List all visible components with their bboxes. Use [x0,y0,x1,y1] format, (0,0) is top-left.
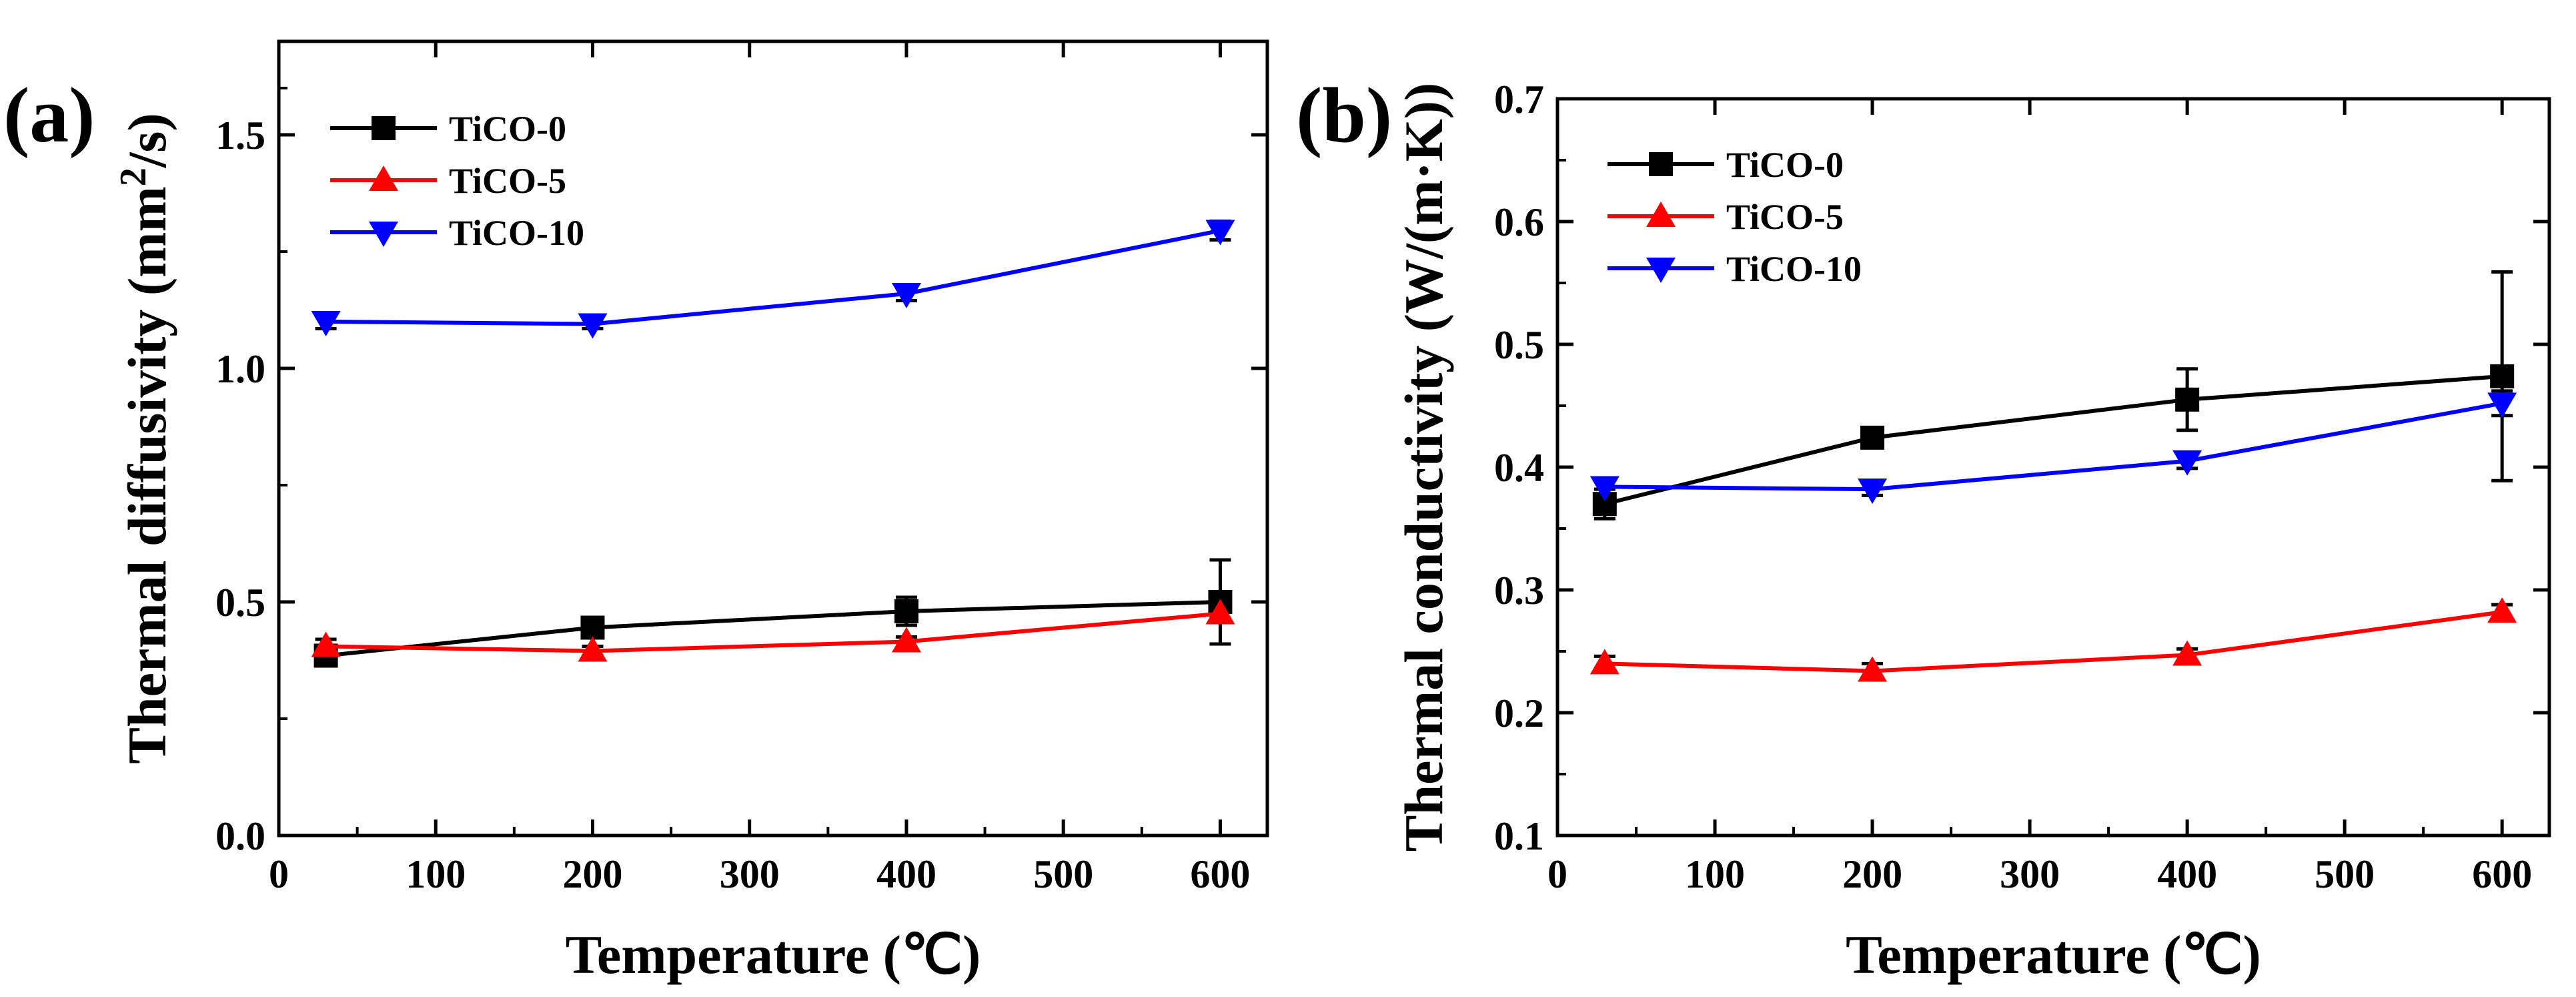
plot-frame [277,39,1269,838]
data-point [1589,476,1620,502]
legend: TiCO-0 TiCO-5 TiCO-10 [1607,145,1862,289]
legend-marker [1649,152,1673,176]
panel-a: 0 100 200 300 400 500 600 0.0 0.5 1.0 1.5 Temperatu… [3,39,1269,985]
data-point [1860,425,1885,450]
legend-label: TiCO-10 [449,213,584,253]
legend-marker [369,165,398,191]
x-tick-label: 400 [2157,852,2217,896]
y-tick-label: 0.1 [1494,814,1544,858]
x-tick-label: 600 [1190,852,1250,896]
data-point [2487,597,2517,623]
panel-b: 0 100 200 300 400 500 600 0.1 0.2 0.3 0.4 0.5 0.6 0.7… [1296,71,2551,985]
y-tick-label: 0.7 [1494,77,1544,121]
series-tico-5 [311,599,1235,662]
data-point [1589,649,1620,675]
legend: TiCO-0 TiCO-5 TiCO-10 [330,109,584,253]
series-tico-0 [313,558,1233,668]
plot-frame [1555,97,2551,838]
x-tick-label: 100 [1685,852,1745,896]
y-tick-label: 0.2 [1494,691,1544,735]
series-line [1604,610,2503,673]
x-axis-title: Temperature (℃) [566,924,981,985]
data-point [311,631,341,657]
data-point [1205,599,1235,625]
y-axis-title: Thermal conductivity (W/(m·K)) [1393,83,1454,852]
legend-marker [1646,202,1676,227]
data-point [891,627,921,653]
y-axis-title-sup: 2 [113,168,154,186]
legend-marker [1646,258,1676,283]
y-tick-label: 0.3 [1494,569,1544,613]
series-tico-0 [1592,270,2515,521]
y-tick-label: 0.5 [1494,323,1544,367]
data-point [311,311,341,336]
series-tico-5 [1589,597,2517,682]
y-tick-label: 1.0 [215,347,265,391]
data-point [578,636,608,662]
data-point [1858,478,1888,505]
x-tick-label: 200 [1842,852,1902,896]
data-point [1205,220,1235,246]
x-tick-label: 100 [406,852,466,896]
series-line [1604,401,2503,492]
x-tick-label: 300 [2000,852,2060,896]
x-tick-label: 200 [562,852,622,896]
data-point [2175,387,2200,412]
data-point [894,599,918,623]
x-axis-title: Temperature (℃) [1846,924,2261,985]
legend-label: TiCO-5 [1726,197,1844,237]
data-point [1858,656,1888,682]
panel-label: (a) [3,71,95,159]
y-tick-label: 1.5 [215,113,265,157]
legend-marker [372,116,396,140]
data-point [580,615,605,640]
y-axis-title-main: Thermal diffusivity (mm [117,186,177,763]
x-tick-label: 300 [720,852,780,896]
data-point [578,313,608,339]
series-tico-10 [1589,389,2517,505]
data-point [2490,364,2515,388]
legend-label: TiCO-0 [1726,145,1844,185]
y-axis-title-tail: /s) [117,113,177,168]
data-point [2172,640,2202,666]
panel-label: (b) [1296,71,1392,159]
legend-marker [369,222,398,247]
series-line [1604,374,2503,507]
x-tick-label: 0 [269,852,289,896]
data-point [891,283,921,308]
x-tick-label: 500 [2315,852,2375,896]
x-tick-label: 600 [2472,852,2532,896]
data-point [2172,450,2202,476]
x-tick-label: 0 [1547,852,1567,896]
data-point [2487,392,2517,418]
legend-label: TiCO-5 [449,161,566,201]
legend-label: TiCO-0 [449,109,566,149]
x-tick-label: 400 [876,852,936,896]
y-tick-label: 0.5 [215,581,265,625]
series-line [326,600,1221,658]
series-tico-10 [311,220,1235,339]
y-tick-label: 0.0 [215,814,265,858]
y-tick-label: 0.6 [1494,200,1544,244]
x-tick-label: 500 [1033,852,1093,896]
y-axis-title: Thermal diffusivity (mm2/s) [113,113,177,763]
y-tick-label: 0.4 [1494,446,1544,490]
series-line [326,228,1221,326]
series-line [326,611,1221,653]
legend-label: TiCO-10 [1726,249,1862,289]
